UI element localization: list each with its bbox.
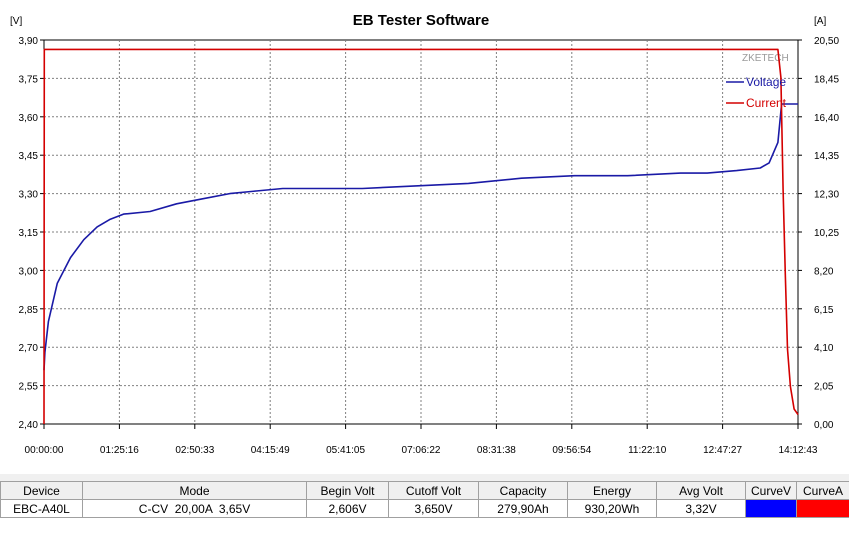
y-right-tick-label: 4,10 bbox=[814, 343, 834, 354]
y-left-tick-label: 3,30 bbox=[19, 190, 39, 201]
y-right-tick-label: 16,40 bbox=[814, 113, 839, 124]
x-tick-label: 09:56:54 bbox=[552, 445, 591, 456]
y-left-tick-label: 3,60 bbox=[19, 113, 39, 124]
series-line-voltage bbox=[43, 103, 798, 371]
legend-voltage-label: Voltage bbox=[746, 75, 786, 89]
y-right-tick-label: 20,50 bbox=[814, 36, 839, 47]
y-right-tick-label: 6,15 bbox=[814, 305, 834, 316]
header-cutoff-volt: Cutoff Volt bbox=[388, 481, 479, 500]
y-left-tick-label: 2,85 bbox=[19, 305, 39, 316]
header-avg-volt: Avg Volt bbox=[656, 481, 746, 500]
cell-mode: C-CV 20,00A 3,65V bbox=[82, 499, 307, 518]
y-right-tick-label: 12,30 bbox=[814, 190, 839, 201]
series-line-current bbox=[43, 48, 799, 425]
y-right-unit: [A] bbox=[814, 16, 826, 27]
header-begin-volt: Begin Volt bbox=[306, 481, 389, 500]
table-header-row: Device Mode Begin Volt Cutoff Volt Capac… bbox=[0, 481, 849, 500]
y-left-tick-label: 3,90 bbox=[19, 36, 39, 47]
y-left-unit: [V] bbox=[10, 16, 22, 27]
y-right-tick-label: 8,20 bbox=[814, 266, 834, 277]
chart-title: EB Tester Software bbox=[353, 12, 489, 29]
curve-v-color-swatch[interactable] bbox=[745, 499, 797, 518]
y-left-tick-label: 3,15 bbox=[19, 228, 39, 239]
table-row[interactable]: EBC-A40L C-CV 20,00A 3,65V 2,606V 3,650V… bbox=[0, 499, 849, 518]
y-left-tick-label: 3,00 bbox=[19, 266, 39, 277]
header-mode: Mode bbox=[82, 481, 307, 500]
y-right-tick-label: 0,00 bbox=[814, 420, 834, 431]
y-left-tick-label: 3,45 bbox=[19, 151, 39, 162]
x-tick-label: 01:25:16 bbox=[100, 445, 139, 456]
x-tick-label: 11:22:10 bbox=[628, 445, 667, 456]
y-right-tick-label: 10,25 bbox=[814, 228, 839, 239]
header-curve-v: CurveV bbox=[745, 481, 797, 500]
x-tick-label: 08:31:38 bbox=[477, 445, 516, 456]
legend-current-label: Current bbox=[746, 96, 787, 110]
legend: Voltage Current bbox=[726, 75, 787, 110]
x-tick-label: 00:00:00 bbox=[25, 445, 64, 456]
y-left-tick-label: 2,55 bbox=[19, 382, 39, 393]
x-tick-label: 14:12:43 bbox=[779, 445, 818, 456]
header-energy: Energy bbox=[567, 481, 657, 500]
y-left-tick-label: 2,40 bbox=[19, 420, 39, 431]
axes: 3,90 3,75 3,60 3,45 3,30 3,15 3,00 2,85 2,70 2,55… bbox=[19, 36, 840, 456]
cell-device: EBC-A40L bbox=[0, 499, 83, 518]
cell-avg-volt: 3,32V bbox=[656, 499, 746, 518]
y-right-tick-label: 18,45 bbox=[814, 74, 839, 85]
y-left-tick-label: 2,70 bbox=[19, 343, 39, 354]
y-right-tick-label: 14,35 bbox=[814, 151, 839, 162]
cell-cutoff-volt: 3,650V bbox=[388, 499, 479, 518]
cell-begin-volt: 2,606V bbox=[306, 499, 389, 518]
table-strip bbox=[0, 474, 849, 481]
cell-energy: 930,20Wh bbox=[567, 499, 657, 518]
x-tick-label: 04:15:49 bbox=[251, 445, 290, 456]
x-tick-label: 07:06:22 bbox=[402, 445, 441, 456]
result-table: Device Mode Begin Volt Cutoff Volt Capac… bbox=[0, 481, 849, 518]
x-tick-label: 05:41:05 bbox=[326, 445, 365, 456]
y-right-tick-label: 2,05 bbox=[814, 382, 834, 393]
cell-capacity: 279,90Ah bbox=[478, 499, 568, 518]
x-tick-label: 02:50:33 bbox=[175, 445, 214, 456]
watermark: ZKETECH bbox=[742, 53, 789, 64]
header-capacity: Capacity bbox=[478, 481, 568, 500]
grid bbox=[44, 40, 798, 424]
series-layer bbox=[43, 48, 799, 425]
y-left-tick-label: 3,75 bbox=[19, 74, 39, 85]
chart: EB Tester Software [V] [A] 3,903,753,603… bbox=[10, 12, 840, 456]
header-curve-a: CurveA bbox=[796, 481, 849, 500]
x-tick-label: 12:47:27 bbox=[703, 445, 742, 456]
header-device: Device bbox=[0, 481, 83, 500]
curve-a-color-swatch[interactable] bbox=[796, 499, 849, 518]
